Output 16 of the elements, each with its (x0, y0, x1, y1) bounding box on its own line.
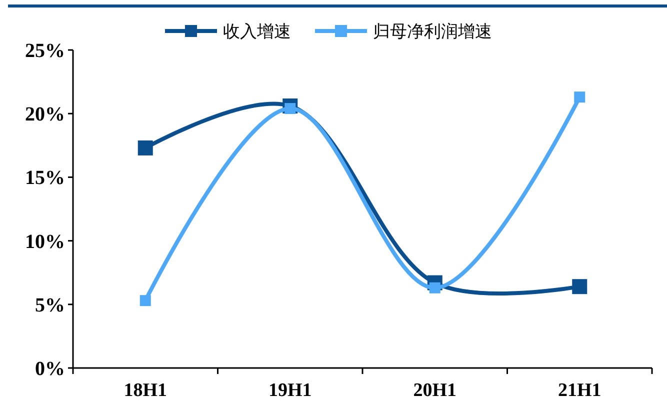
x-tick-label: 20H1 (413, 380, 457, 401)
y-tick-label: 0% (35, 358, 65, 380)
point (140, 295, 151, 306)
y-tick-label: 5% (35, 294, 65, 316)
legend-label: 收入增速 (223, 22, 291, 42)
point (572, 279, 588, 294)
x-tick-label: 21H1 (558, 380, 602, 401)
x-tick-label: 19H1 (268, 380, 312, 401)
legend-label: 归母净利润增速 (373, 22, 492, 42)
y-tick-label: 15% (25, 167, 65, 190)
y-tick-label: 10% (25, 230, 65, 253)
y-tick-label: 20% (25, 104, 65, 126)
point (138, 140, 153, 156)
x-tick-label: 18H1 (124, 380, 168, 401)
y-tick-label: 25% (25, 40, 65, 62)
point (574, 92, 586, 103)
